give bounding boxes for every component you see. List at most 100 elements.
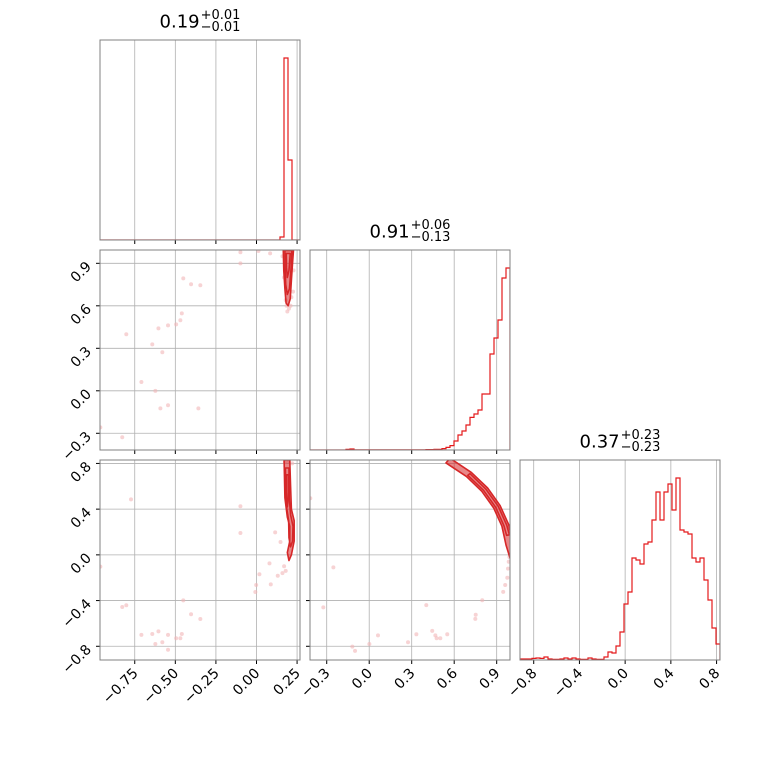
y-tick-label: 0.0 — [68, 550, 95, 577]
title-minus: −0.23 — [620, 440, 661, 455]
sample-point — [238, 504, 243, 509]
sample-point — [283, 568, 288, 573]
title-minus: −0.01 — [200, 20, 241, 35]
sample-point — [267, 561, 272, 566]
sample-point — [150, 342, 155, 347]
sample-point — [179, 631, 184, 636]
sample-point — [238, 531, 243, 536]
panel-1-1 — [99, 39, 301, 244]
sample-point — [445, 632, 450, 637]
sample-point — [473, 612, 478, 617]
hist-bin — [692, 558, 696, 660]
sample-point — [506, 559, 510, 564]
sample-point — [406, 640, 411, 645]
hist-bin — [494, 338, 498, 450]
sample-point — [166, 632, 171, 637]
plot-area — [520, 477, 720, 660]
plot-area — [100, 57, 300, 240]
sample-point — [166, 403, 171, 408]
sample-point — [100, 425, 103, 430]
panel-frame — [99, 249, 301, 451]
sample-point — [139, 380, 144, 385]
y-tick-label: −0.3 — [59, 429, 94, 464]
panel-frame — [519, 459, 721, 661]
sample-point — [321, 605, 326, 610]
y-tick-label: −0.4 — [59, 596, 94, 631]
sample-point — [505, 575, 510, 580]
plot-area — [310, 460, 510, 653]
sample-point — [268, 251, 273, 256]
sample-point — [275, 573, 280, 578]
panel-3-2: −0.3 0.0 0.3 0.6 0.9 — [298, 459, 511, 701]
x-tick-label: −0.50 — [141, 666, 183, 708]
sample-point — [238, 261, 243, 266]
sample-point — [174, 322, 179, 327]
title-plus: +0.01 — [200, 8, 241, 23]
x-tick-label: −0.75 — [100, 666, 142, 708]
hist-bin — [636, 560, 640, 660]
sample-point — [189, 612, 194, 617]
hist-bin — [660, 520, 664, 660]
y-tick-label: 0.6 — [68, 301, 95, 328]
sample-point — [480, 598, 485, 603]
y-tick-label: 0.0 — [68, 386, 95, 413]
sample-point — [375, 633, 380, 638]
sample-point — [153, 388, 158, 393]
panel-2-2 — [309, 249, 511, 454]
sample-point — [178, 636, 183, 641]
sample-point — [268, 582, 273, 587]
title-value: 0.37 — [579, 431, 620, 453]
sample-point — [414, 632, 419, 637]
x-tick-label: 0.9 — [476, 666, 503, 693]
param-2-title: 0.91 +0.06 −0.13 — [310, 219, 510, 244]
x-tick-label: −0.8 — [505, 666, 540, 701]
sample-point — [156, 629, 161, 634]
sample-point — [198, 616, 203, 621]
sample-point — [100, 564, 103, 569]
sample-point — [179, 311, 184, 316]
sample-point — [291, 289, 296, 294]
hist-bin — [640, 564, 644, 660]
sample-point — [181, 598, 186, 603]
panel-frame — [99, 39, 301, 241]
sample-point — [160, 640, 165, 645]
panel-frame — [99, 459, 301, 661]
sample-point — [438, 636, 443, 641]
sample-point — [256, 250, 261, 253]
sample-point — [158, 406, 163, 411]
sample-point — [120, 604, 125, 609]
sample-point — [166, 323, 171, 328]
sample-point — [424, 603, 429, 608]
x-tick-label: −0.4 — [551, 665, 586, 700]
hist-bin — [672, 510, 676, 660]
sample-point — [189, 282, 194, 287]
sample-point — [198, 283, 203, 288]
title-value: 0.91 — [369, 221, 410, 243]
plot-area — [100, 460, 295, 652]
x-tick-label: 0.00 — [230, 666, 263, 699]
sample-point — [254, 583, 259, 588]
y-tick-label: 0.3 — [68, 344, 95, 371]
hist-bin — [680, 530, 684, 660]
histogram-line — [100, 57, 300, 240]
panel-3-3: −0.8 −0.4 0.0 0.4 0.8 — [505, 459, 723, 701]
sample-point — [290, 461, 295, 466]
sample-point — [139, 632, 144, 637]
x-tick-label: 0.25 — [271, 666, 304, 699]
sample-point — [331, 565, 336, 570]
hist-bin — [474, 414, 478, 450]
sample-point — [166, 647, 171, 652]
x-tick-label: −0.25 — [181, 666, 223, 708]
sample-point — [181, 276, 186, 281]
y-tick-label: 0.4 — [68, 505, 95, 532]
hist-bin — [612, 653, 616, 660]
sample-point — [150, 631, 155, 636]
sample-point — [129, 497, 134, 502]
x-tick-label: −0.3 — [298, 666, 333, 701]
hist-bin — [684, 532, 688, 660]
y-tick-label: 0.9 — [68, 259, 95, 286]
sample-point — [367, 642, 372, 646]
hist-bin — [498, 320, 502, 450]
sample-point — [350, 644, 355, 649]
